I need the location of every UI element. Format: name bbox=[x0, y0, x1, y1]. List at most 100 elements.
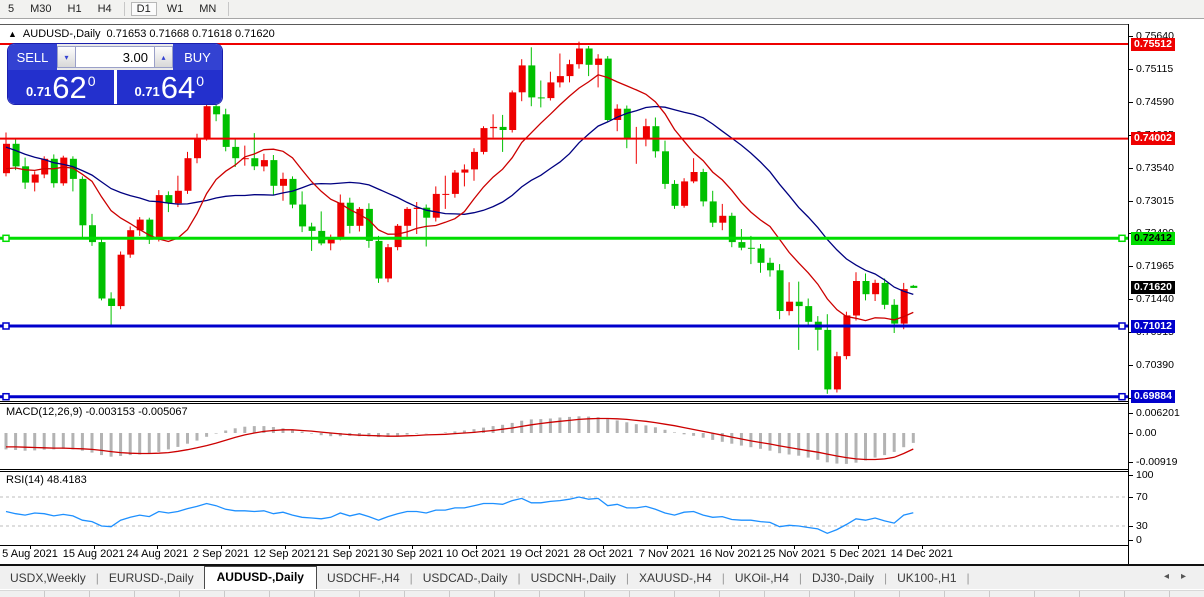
symbol-tab-usdchf[interactable]: USDCHF-,H4 bbox=[326, 571, 400, 585]
tab-separator: | bbox=[409, 571, 413, 585]
one-click-trade-panel: SELL ▾ 3.00 ▴ BUY 0.71 62 0 0.71 64 0 bbox=[8, 44, 222, 104]
date-axis-tick bbox=[157, 545, 159, 549]
macd-axis-tick bbox=[1129, 433, 1133, 434]
tab-separator: | bbox=[966, 571, 970, 585]
timeframe-button-d1[interactable]: D1 bbox=[130, 2, 157, 16]
timeframe-button-m30[interactable]: M30 bbox=[30, 3, 52, 15]
date-axis-tick bbox=[221, 545, 223, 549]
price-axis-tick bbox=[1129, 68, 1133, 70]
sell-price-pip: 0 bbox=[87, 73, 96, 89]
date-axis-tick bbox=[30, 545, 31, 549]
rsi-axis-label: 30 bbox=[1136, 520, 1148, 532]
date-axis-tick bbox=[539, 545, 541, 549]
buy-price-button[interactable]: 0.71 64 0 bbox=[116, 70, 222, 104]
toolbar-separator bbox=[228, 2, 230, 16]
price-axis-tick bbox=[1129, 36, 1133, 37]
volume-input[interactable]: 3.00 bbox=[76, 46, 154, 68]
timeframe-button-h4[interactable]: H4 bbox=[97, 3, 112, 15]
symbol-tab-eurusd[interactable]: EURUSD-,Daily bbox=[108, 571, 194, 585]
rsi-pane-canvas[interactable] bbox=[0, 472, 1128, 545]
timeframe-button-5[interactable]: 5 bbox=[8, 3, 15, 15]
price-chart-canvas[interactable] bbox=[0, 25, 1128, 401]
date-axis-label: 28 Oct 2021 bbox=[573, 548, 634, 560]
rsi-axis-tick bbox=[1129, 475, 1133, 477]
macd-axis-label: 0.00 bbox=[1136, 427, 1157, 439]
tab-scroll-arrows[interactable]: ◂▸ bbox=[1164, 571, 1198, 582]
rsi-axis-label: 100 bbox=[1136, 469, 1154, 482]
date-axis-label: 7 Nov 2021 bbox=[638, 548, 696, 560]
macd-axis-tick bbox=[1129, 413, 1133, 415]
rsi-axis-label: 0 bbox=[1136, 534, 1142, 546]
price-axis-label: 0.71440 bbox=[1136, 293, 1174, 306]
buy-button[interactable]: BUY bbox=[173, 44, 222, 70]
volume-decrease-button[interactable]: ▾ bbox=[57, 46, 76, 68]
price-axis-tick bbox=[1129, 167, 1133, 169]
price-axis-label: 0.74590 bbox=[1136, 95, 1174, 108]
timeframe-button-w1[interactable]: W1 bbox=[166, 3, 184, 15]
price-axis-tick bbox=[1129, 266, 1133, 268]
tab-scroll-right-icon[interactable]: ▸ bbox=[1180, 571, 1198, 582]
rsi-axis-tick bbox=[1129, 526, 1133, 527]
tab-scroll-left-icon[interactable]: ◂ bbox=[1163, 571, 1181, 582]
price-axis-tick bbox=[1129, 299, 1133, 301]
symbol-tab-usdx[interactable]: USDX,Weekly bbox=[10, 571, 86, 585]
date-axis[interactable]: 5 Aug 2021 15 Aug 2021 24 Aug 2021 2 Sep… bbox=[0, 545, 1128, 564]
price-level-badge: 0.72412 bbox=[1131, 231, 1175, 245]
macd-axis-tick bbox=[1129, 462, 1133, 463]
pane-separator[interactable] bbox=[0, 469, 1128, 470]
price-axis-tick bbox=[1129, 200, 1133, 202]
chart-symbol-label: AUDUSD-,Daily bbox=[22, 28, 101, 40]
price-level-badge: 0.74002 bbox=[1131, 132, 1175, 146]
date-axis-label: 12 Sep 2021 bbox=[253, 548, 316, 560]
symbol-tab-usdcnh[interactable]: USDCNH-,Daily bbox=[530, 571, 616, 585]
timeframe-toolbar: 5 M30 H1 H4 D1 W1 MN bbox=[0, 0, 1204, 19]
price-axis-label: 0.71965 bbox=[1136, 260, 1174, 273]
date-axis-tick bbox=[603, 545, 605, 549]
date-axis-tick bbox=[475, 545, 477, 549]
date-axis-label: 10 Oct 2021 bbox=[445, 548, 506, 560]
date-axis-tick bbox=[93, 545, 95, 549]
price-axis-label: 0.70390 bbox=[1136, 358, 1174, 371]
price-axis-tick bbox=[1129, 101, 1133, 103]
timeframe-button-h1[interactable]: H1 bbox=[67, 3, 82, 15]
price-axis[interactable]: 0.75640 0.75115 0.74590 0.74065 0.73540 … bbox=[1128, 24, 1204, 565]
current-price-badge: 0.71620 bbox=[1131, 281, 1175, 295]
symbol-tab-uk100[interactable]: UK100-,H1 bbox=[897, 571, 957, 585]
buy-price-main: 64 bbox=[160, 70, 196, 104]
pane-separator[interactable] bbox=[0, 403, 1128, 404]
symbol-tab-ukoil[interactable]: UKOil-,H4 bbox=[734, 571, 789, 585]
sell-button[interactable]: SELL bbox=[8, 44, 57, 70]
timeframe-button-mn[interactable]: MN bbox=[199, 3, 217, 15]
date-axis-label: 2 Sep 2021 bbox=[192, 548, 250, 560]
pane-separator[interactable] bbox=[0, 471, 1128, 472]
symbol-tab-usdcad[interactable]: USDCAD-,Daily bbox=[422, 571, 508, 585]
date-axis-label: 16 Nov 2021 bbox=[699, 548, 762, 560]
macd-pane-canvas[interactable] bbox=[0, 404, 1128, 469]
tab-separator: | bbox=[95, 571, 99, 585]
volume-control: ▾ 3.00 ▴ bbox=[57, 44, 173, 70]
chart-window[interactable] bbox=[0, 24, 1204, 567]
rsi-axis-tick bbox=[1129, 497, 1133, 498]
symbol-tab-dj30[interactable]: DJ30-,Daily bbox=[812, 571, 875, 585]
symbol-tab-xauusd[interactable]: XAUUSD-,H4 bbox=[639, 571, 712, 585]
price-axis-tick bbox=[1129, 332, 1133, 334]
tab-separator: | bbox=[721, 571, 725, 585]
chart-bottom-border bbox=[0, 564, 1204, 566]
toolbar-separator bbox=[123, 2, 125, 16]
rsi-axis-tick bbox=[1129, 540, 1133, 541]
tab-separator: | bbox=[625, 571, 630, 585]
date-axis-label: 19 Oct 2021 bbox=[509, 548, 570, 560]
volume-increase-button[interactable]: ▴ bbox=[154, 46, 173, 68]
one-click-collapse-icon[interactable]: ▲ bbox=[8, 29, 17, 39]
date-axis-tick bbox=[794, 545, 796, 549]
buy-price-prefix: 0.71 bbox=[134, 84, 160, 99]
price-level-badge: 0.71012 bbox=[1131, 319, 1175, 333]
pane-separator[interactable] bbox=[0, 401, 1128, 402]
symbol-tab-audusd[interactable]: AUDUSD-,Daily bbox=[203, 566, 317, 589]
sell-price-button[interactable]: 0.71 62 0 bbox=[8, 70, 114, 104]
pane-separator bbox=[0, 545, 1128, 546]
price-axis-label: 0.73540 bbox=[1136, 161, 1174, 174]
macd-axis-label: 0.006201 bbox=[1136, 407, 1180, 420]
date-axis-label: 21 Sep 2021 bbox=[317, 548, 380, 560]
